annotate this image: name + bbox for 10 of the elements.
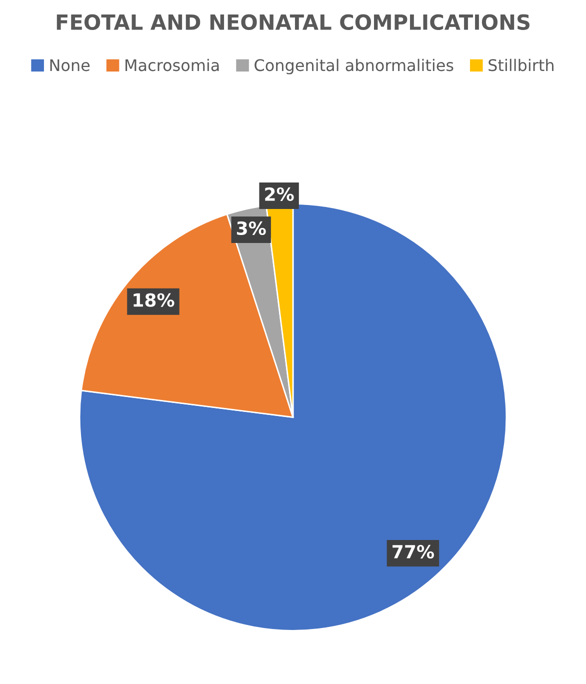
data-label: 18%: [134, 293, 174, 307]
legend-label: Congenital abnormalities: [254, 58, 454, 74]
pie-slice: [78, 203, 508, 632]
data-label: 2%: [265, 187, 294, 201]
data-label: 3%: [236, 221, 266, 236]
legend-label: Macrosomia: [126, 58, 219, 72]
legend-label: Stillbirth: [488, 58, 554, 72]
data-label: 77%: [392, 544, 434, 559]
chart-title: FEOTAL AND NEONATAL COMPLICATIONS: [56, 14, 530, 30]
legend-label: None: [50, 59, 90, 72]
